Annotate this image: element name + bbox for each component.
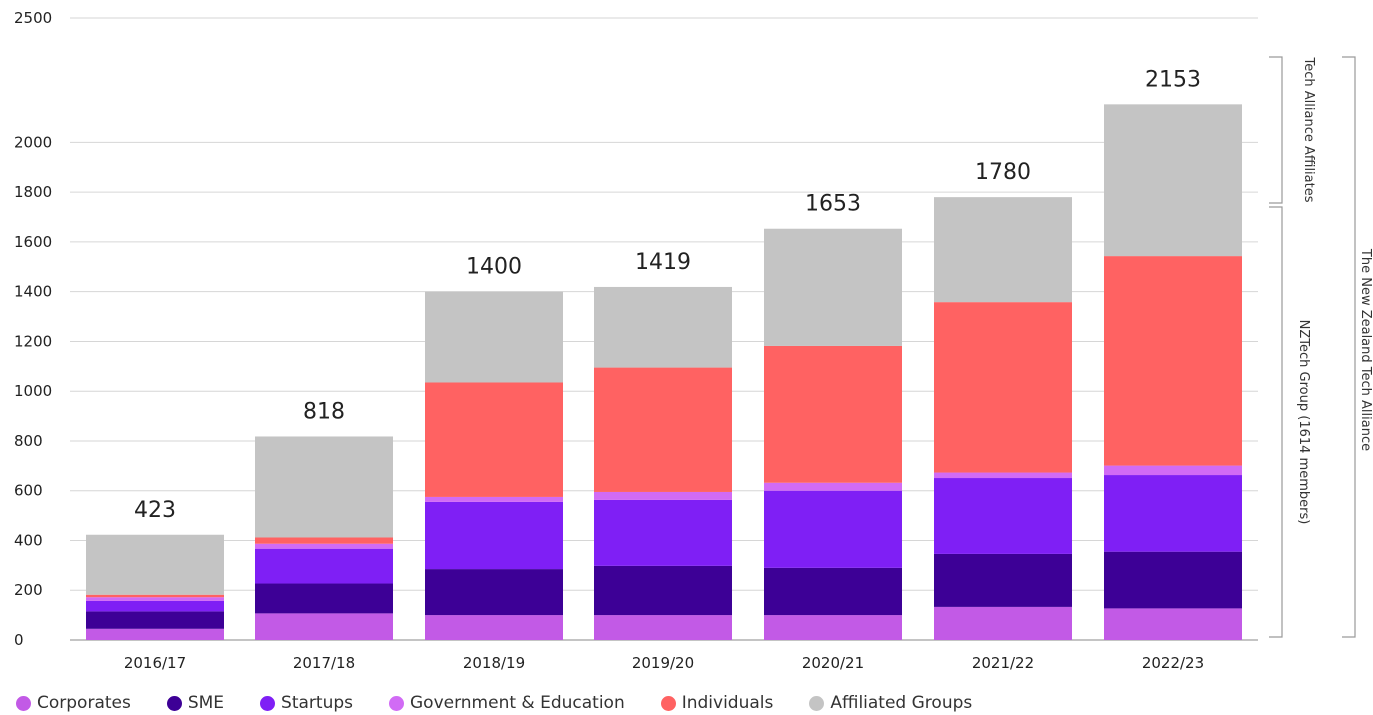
bars [86, 104, 1242, 640]
y-tick-label: 2000 [14, 133, 52, 151]
alliance-bracket [1342, 56, 1356, 638]
x-axis-ticks: 2016/17 2017/18 2018/19 2019/20 2020/21 2021/… [124, 654, 1204, 672]
bar-segment [594, 367, 732, 492]
bar-segment [425, 615, 563, 640]
legend-swatch [16, 695, 31, 711]
y-tick-label: 400 [14, 531, 43, 549]
bar-segment [764, 345, 902, 483]
x-tick-label: 2020/21 [802, 654, 864, 672]
bar-segment [934, 197, 1072, 303]
bar-segment [255, 543, 393, 549]
x-tick-label: 2016/17 [124, 654, 186, 672]
bar-segment [934, 478, 1072, 554]
y-tick-label: 1400 [14, 283, 52, 301]
bar-segment [1104, 104, 1242, 257]
bar-segment [255, 613, 393, 640]
legend-item: Startups [260, 693, 353, 713]
total-label: 1419 [635, 250, 691, 275]
legend-label: Affiliated Groups [830, 693, 973, 713]
bar-segment [1104, 475, 1242, 552]
bar-segment [255, 436, 393, 538]
y-tick-label: 1600 [14, 233, 52, 251]
group-label: NZTech Group (1614 members) [1296, 320, 1311, 525]
legend-swatch [166, 695, 182, 711]
bar-segment [764, 482, 902, 491]
legend-item: Affiliated Groups [809, 693, 972, 713]
x-tick-label: 2021/22 [972, 654, 1034, 672]
bar-segment [764, 490, 902, 568]
x-tick-label: 2019/20 [632, 654, 694, 672]
x-tick-label: 2018/19 [463, 654, 525, 672]
bar-segment [934, 553, 1072, 607]
bar-segment [425, 569, 563, 616]
x-tick-label: 2017/18 [293, 654, 355, 672]
bar-segment [934, 606, 1072, 640]
y-tick-label: 1000 [14, 382, 52, 400]
group-bracket [1269, 206, 1283, 638]
bar-segment [255, 537, 393, 544]
bar-segment [594, 565, 732, 616]
y-axis-ticks: 0 200 400 600 800 1000 1200 1400 1600 1800 2000 250… [14, 9, 52, 649]
bar-segment [425, 291, 563, 383]
y-tick-label: 0 [14, 631, 24, 649]
bar-segment [934, 472, 1072, 479]
total-label: 2153 [1145, 67, 1201, 92]
bar-segment [86, 534, 224, 595]
bar-segment [1104, 465, 1242, 476]
bar-segment [764, 228, 902, 346]
bar-segment [425, 496, 563, 502]
total-label: 1400 [466, 255, 522, 280]
bar-segment [934, 302, 1072, 473]
total-label: 1780 [975, 160, 1031, 185]
legend: Corporates SME Startups Government & Educat… [16, 692, 1008, 714]
y-tick-label: 1200 [14, 332, 52, 350]
y-tick-label: 2500 [14, 9, 52, 27]
legend-item: Individuals [660, 693, 774, 713]
legend-label: SME [187, 693, 225, 713]
bar-segment [594, 286, 732, 368]
y-tick-label: 600 [14, 482, 43, 500]
x-tick-label: 2022/23 [1142, 654, 1204, 672]
y-tick-label: 1800 [14, 183, 52, 201]
y-tick-label: 800 [14, 432, 43, 450]
legend-swatch [389, 695, 404, 711]
legend-swatch [809, 695, 825, 711]
total-labels: 423 818 1400 1419 1653 1780 2153 [134, 67, 1201, 522]
bar-segment [86, 628, 224, 640]
legend-item: Corporates [16, 693, 131, 713]
bar-segment [86, 594, 224, 598]
alliance-label: The New Zealand Tech Alliance [1358, 248, 1373, 451]
bar-segment [1104, 256, 1242, 466]
bar-segment [86, 611, 224, 629]
bar-segment [594, 499, 732, 566]
bar-segment [764, 615, 902, 640]
bar-segment [425, 382, 563, 497]
bar-segment [86, 597, 224, 601]
bar-segment [86, 600, 224, 612]
bar-segment [764, 567, 902, 616]
total-label: 1653 [805, 192, 861, 217]
legend-label: Corporates [37, 693, 131, 713]
bar-segment [425, 501, 563, 570]
bar-segment [1104, 551, 1242, 609]
affiliates-label: Tech Alliance Affiliates [1301, 57, 1316, 203]
legend-label: Individuals [681, 693, 774, 713]
legend-label: Government & Education [410, 693, 625, 713]
legend-item: Government & Education [389, 693, 625, 713]
bar-segment [594, 491, 732, 500]
legend-swatch [260, 695, 276, 711]
legend-item: SME [166, 693, 225, 713]
legend-label: Startups [281, 693, 353, 713]
affiliates-bracket [1269, 56, 1283, 204]
total-label: 818 [303, 399, 345, 424]
bar-segment [594, 615, 732, 640]
bar-segment [255, 583, 393, 614]
bar-segment [255, 548, 393, 584]
y-tick-label: 200 [14, 581, 43, 599]
bar-segment [1104, 608, 1242, 640]
legend-swatch [660, 695, 676, 711]
total-label: 423 [134, 498, 176, 523]
